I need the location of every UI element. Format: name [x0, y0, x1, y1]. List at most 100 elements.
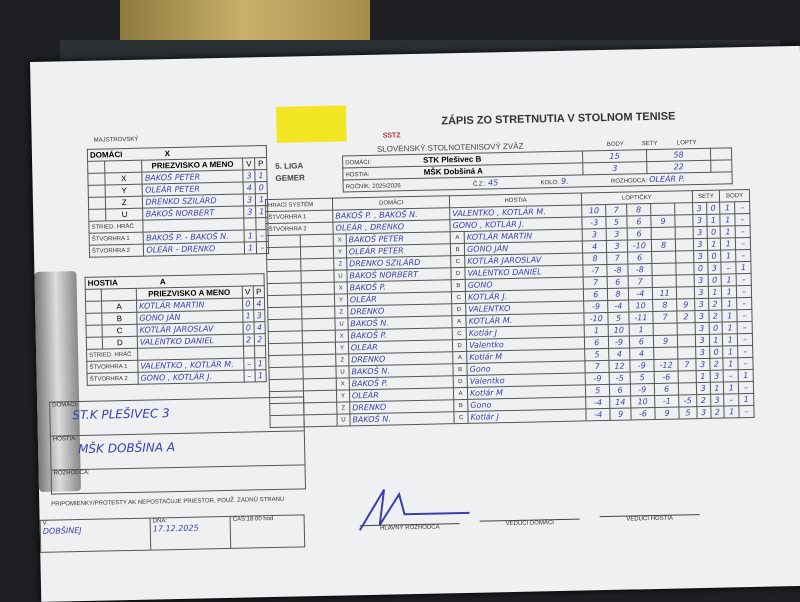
sets-won: 3: [696, 382, 711, 395]
empty-cell: [302, 390, 337, 403]
empty-cell: [299, 246, 334, 259]
set-score: -9: [585, 372, 610, 385]
home-letter: Z: [336, 401, 350, 415]
empty-cell: [301, 330, 336, 343]
set-score: -11: [628, 311, 654, 325]
points: –: [734, 201, 750, 214]
sets-won: 0: [706, 226, 721, 239]
set-score: 6: [626, 215, 652, 229]
wins: 0: [242, 321, 255, 335]
set-score: 5: [606, 216, 627, 229]
away-letter: A: [452, 351, 467, 364]
empty-cell: [267, 318, 302, 332]
away-letter: A: [450, 231, 465, 244]
home-roster: DOMÁCI X PRIEZVISKO A MENO V P X BAKOŠ PETER…: [87, 145, 269, 258]
set-score: [677, 322, 696, 335]
set-score: 5: [585, 384, 611, 397]
points: –: [721, 261, 737, 275]
points: –: [737, 345, 753, 358]
empty-cell: [267, 282, 301, 296]
body-label: BODY: [606, 141, 624, 148]
set-score: -5: [609, 372, 631, 385]
set-score: 6: [654, 382, 679, 396]
points: 1: [723, 381, 739, 395]
away-letter: C: [452, 327, 467, 340]
match-info-table: DOMÁCI: STK Plešivec B 15 58 HOSTIA: MŠK D…: [342, 147, 733, 192]
empty-cell: [267, 306, 302, 320]
set-score: [675, 238, 694, 252]
set-score: -4: [608, 300, 629, 313]
doubles-label: ŠTVORHRA 1: [86, 360, 138, 374]
sets-won: 3: [695, 346, 710, 359]
points: –: [723, 393, 739, 407]
points: –: [736, 273, 752, 286]
points: –: [735, 249, 751, 262]
score-sheet: SSTZ ZÁPIS ZO STRETNUTIA V STOLNOM TENIS…: [30, 45, 800, 602]
sets-won: 2: [696, 394, 711, 407]
empty-cell: [300, 270, 335, 283]
set-score: 9: [653, 334, 678, 348]
away-letter: B: [453, 399, 468, 412]
sets-won: 2: [708, 298, 723, 311]
home-letter: Y: [333, 245, 347, 259]
wins: 3: [242, 169, 256, 183]
set-score: 8: [651, 239, 676, 252]
set-score: 4: [582, 240, 608, 253]
set-score: 7: [606, 204, 627, 217]
empty-cell: [266, 246, 301, 260]
sets-won: 3: [692, 202, 707, 215]
set-score: -12: [653, 358, 679, 372]
sets-won: 0: [709, 346, 724, 359]
sets-won: 0: [708, 322, 723, 335]
home-letter: Z: [333, 257, 347, 271]
empty-cell: [300, 282, 335, 295]
losses: 1: [254, 369, 267, 382]
home-letter: U: [336, 365, 350, 379]
sets-won: 3: [695, 334, 710, 347]
points: 1: [738, 393, 754, 406]
set-score: -6: [630, 407, 656, 420]
set-score: 1: [584, 324, 609, 337]
set-score: [675, 226, 694, 240]
wins: 3: [243, 205, 256, 219]
empty-cell: [302, 378, 337, 391]
away-letter: D: [453, 375, 468, 388]
set-score: [651, 251, 677, 264]
set-score: 6: [626, 227, 652, 241]
away-letter: B: [451, 279, 466, 292]
losses: –: [256, 241, 269, 254]
player-letter: Y: [105, 184, 143, 197]
league: 5. LIGA: [275, 161, 304, 171]
player-letter: Z: [105, 196, 144, 209]
set-score: 4: [609, 348, 630, 361]
sets-won: 0: [707, 274, 722, 287]
home-letter: Y: [335, 341, 349, 355]
sets-won: 3: [710, 394, 725, 407]
set-score: -3: [582, 216, 607, 229]
empty-cell: [268, 354, 303, 368]
set-score: [675, 214, 693, 228]
sets-won: 3: [694, 286, 709, 299]
empty-cell: [267, 294, 302, 308]
set-score: 1: [628, 323, 654, 337]
set-score: -1: [654, 394, 680, 408]
losses: 4: [253, 297, 265, 310]
sets-won: 1: [706, 238, 721, 251]
set-score: 6: [584, 336, 610, 349]
empty-cell: [268, 366, 303, 380]
empty-cell: [269, 378, 303, 392]
set-score: 10: [581, 204, 607, 217]
set-score: 6: [629, 335, 654, 349]
doubles-pair: GONO , KOTLÁR J.: [137, 370, 244, 385]
set-score: 7: [652, 311, 678, 324]
set-score: 2: [677, 310, 695, 323]
away-letter: B: [450, 243, 465, 256]
set-score: [676, 262, 694, 276]
doubles-label: ŠTVORHRA 2: [87, 372, 139, 386]
points: –: [737, 321, 753, 334]
points: –: [736, 309, 753, 322]
points: 1: [721, 273, 737, 287]
place-date: V DOBŠINEJ DŇA: 17.12.2025 ČAS:18.00 hod: [40, 514, 306, 553]
set-score: 9: [610, 407, 631, 421]
points: –: [734, 213, 751, 226]
